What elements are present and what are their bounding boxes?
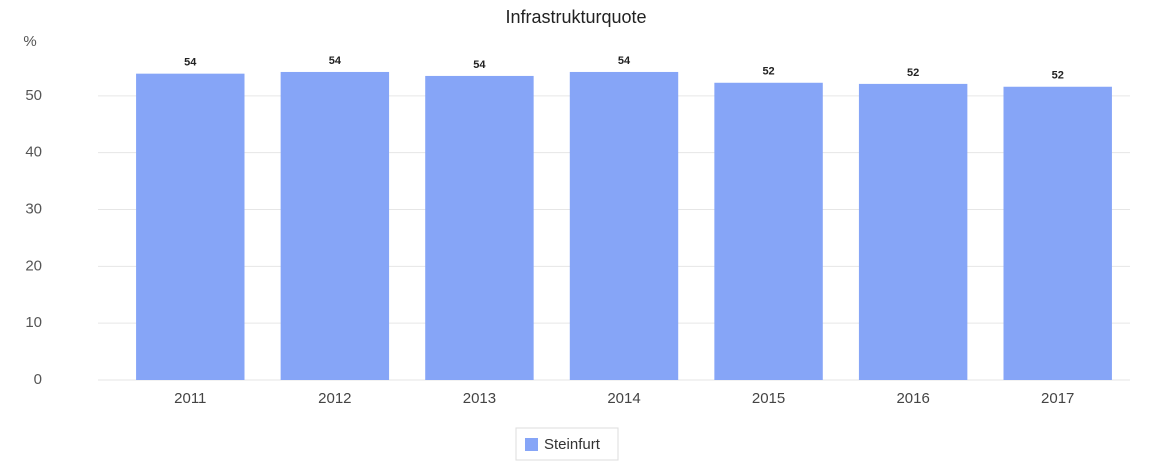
data-label: 54 [473, 59, 486, 71]
x-tick-label: 2017 [1041, 390, 1074, 407]
bar [714, 82, 823, 381]
y-tick-label: 20 [25, 257, 42, 274]
data-label: 54 [184, 57, 197, 69]
bar [136, 73, 245, 380]
y-axis-label: % [23, 33, 36, 50]
chart-title: Infrastrukturquote [505, 7, 646, 27]
x-tick-label: 2015 [752, 390, 785, 407]
data-label: 54 [329, 55, 342, 67]
data-label: 54 [618, 55, 631, 67]
bar [1003, 86, 1112, 381]
bar [425, 75, 534, 381]
y-tick-label: 30 [25, 200, 42, 217]
y-tick-label: 10 [25, 314, 42, 331]
bar [858, 83, 968, 381]
y-tick-label: 50 [25, 87, 42, 104]
x-tick-label: 2016 [896, 390, 929, 407]
data-label: 52 [762, 66, 774, 78]
legend-label: Steinfurt [544, 436, 601, 453]
x-tick-label: 2013 [463, 390, 496, 407]
bar [569, 71, 679, 381]
bar [280, 71, 390, 381]
data-label: 52 [907, 67, 919, 79]
y-tick-label: 0 [34, 371, 42, 388]
legend-swatch [525, 438, 538, 451]
x-tick-label: 2014 [607, 390, 640, 407]
x-tick-label: 2011 [174, 390, 206, 407]
y-tick-label: 40 [25, 144, 42, 161]
data-label: 52 [1052, 70, 1064, 82]
x-tick-label: 2012 [318, 390, 351, 407]
